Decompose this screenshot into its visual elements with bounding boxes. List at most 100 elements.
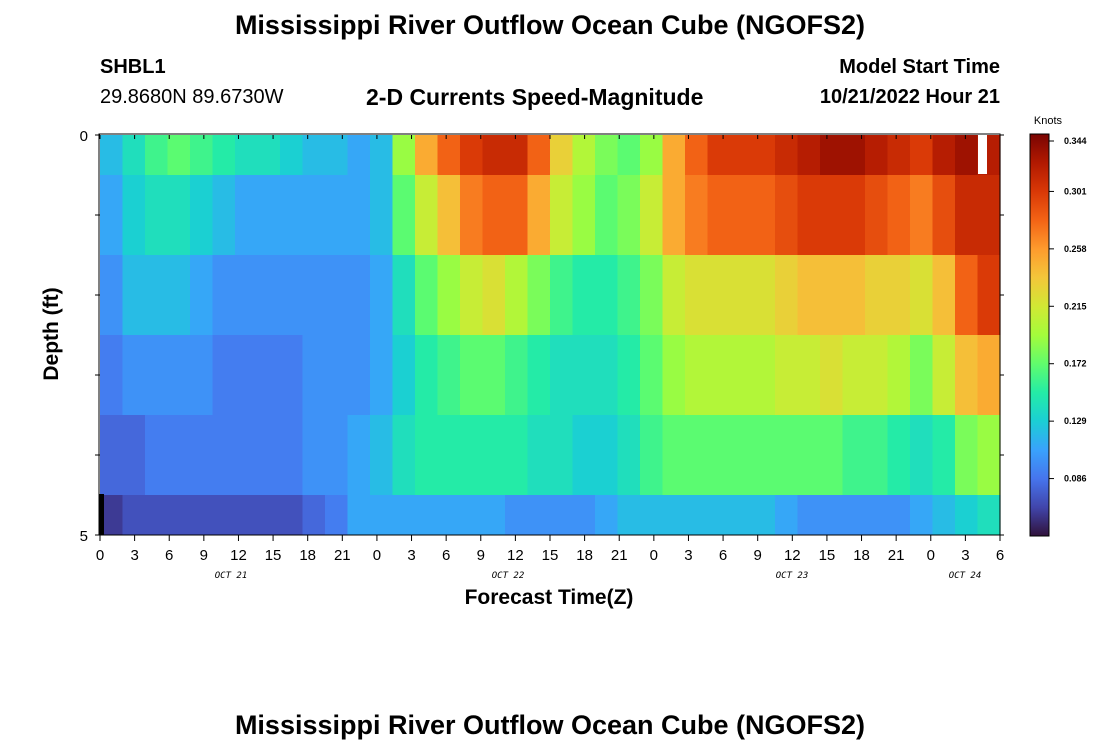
heatmap-cell [550,135,574,175]
heatmap-cell [910,335,934,415]
heatmap-cell [842,255,866,335]
heatmap-cell [280,135,304,175]
heatmap-cell [100,175,124,255]
heatmap-cell [122,175,146,255]
heatmap-cell [595,335,619,415]
heatmap-cell [122,135,146,175]
heatmap-cell [437,415,461,495]
heatmap-cell [460,135,484,175]
heatmap-cell [640,175,664,255]
heatmap-cell [212,415,236,495]
heatmap-cell [910,255,934,335]
heatmap-cell [482,495,506,535]
heatmap-cell [932,335,956,415]
heatmap-cell [235,415,259,495]
colorbar-tick-label: 0.129 [1064,416,1087,426]
heatmap-cell [235,335,259,415]
heatmap-cell [572,335,596,415]
heatmap-cell [370,335,394,415]
heatmap-cell [752,255,776,335]
heatmap-cell [932,415,956,495]
heatmap-cell [100,495,124,535]
colorbar [1029,133,1050,537]
heatmap-cell [662,335,686,415]
heatmap-cell [572,415,596,495]
heatmap-cell [617,335,641,415]
heatmap-cell [302,415,326,495]
heatmap-cell [865,255,889,335]
heatmap-cell [730,255,754,335]
heatmap-cell [415,135,439,175]
x-axis: 0 3 6 9 12 15 18 21 0 3 6 9 12 15 18 21 0 3 6 9 12 15 18 21 0 3 6 O… [96,135,1004,581]
heatmap-cell [190,495,214,535]
heatmap-cell [527,495,551,535]
x-tick-label: 9 [477,547,485,564]
heatmap-cell [662,255,686,335]
heatmap-cell [842,335,866,415]
heatmap-cell [370,415,394,495]
heatmap-cell [392,495,416,535]
heatmap-cell [212,495,236,535]
heatmap-cell [347,415,371,495]
heatmap-cell [820,175,844,255]
heatmap-cell [820,255,844,335]
heatmap-cell [505,175,529,255]
heatmap-cell [550,175,574,255]
colorbar-tick-label: 0.086 [1064,474,1087,484]
colorbar-tick-label: 0.344 [1064,136,1087,146]
heatmap-cell [797,495,821,535]
missing-data-marker [978,135,987,174]
heatmap-cell [842,495,866,535]
colorbar-ticks: 0.344 0.301 0.258 0.215 0.172 0.129 0.086 [1049,136,1087,484]
colorbar-tick-label: 0.172 [1064,359,1087,369]
model-start-label: Model Start Time [839,56,1000,78]
heatmap-cell [437,335,461,415]
heatmap-cell [190,135,214,175]
heatmap-cell [707,175,731,255]
y-axis: 05 [80,128,1004,545]
heatmap-cell [887,175,911,255]
heatmap-cell [505,255,529,335]
heatmap-cell [730,175,754,255]
heatmap-cell [145,495,169,535]
heatmap-cell [325,335,349,415]
heatmap-cell [910,175,934,255]
heatmap-cell [122,255,146,335]
heatmap-cell [932,175,956,255]
heatmap-cell [280,495,304,535]
x-tick-label: 0 [373,547,381,564]
heatmap-cell [865,495,889,535]
heatmap-cell [145,335,169,415]
heatmap-cell [842,175,866,255]
heatmap-cell [707,135,731,175]
heatmap-cell [370,175,394,255]
heatmap-cell [460,415,484,495]
heatmap-cell [280,415,304,495]
heatmap-cell [932,255,956,335]
month-label: OCT 21 [215,571,248,581]
heatmap-cell [595,255,619,335]
heatmap-cell [640,135,664,175]
heatmap-cell [820,495,844,535]
heatmap-cell [977,175,1001,255]
heatmap-cell [167,495,191,535]
x-tick-label: 21 [888,547,905,564]
heatmap-cell [235,175,259,255]
heatmap-cell [887,415,911,495]
heatmap-cell [550,415,574,495]
x-tick-label: 18 [576,547,593,564]
heatmap-cell [325,255,349,335]
heatmap-cell [167,335,191,415]
heatmap-cell [685,175,709,255]
heatmap-cell [955,495,979,535]
heatmap-cell [122,415,146,495]
heatmap-cell [955,335,979,415]
heatmap-cell [685,415,709,495]
heatmap-cell [572,135,596,175]
x-axis-label: Forecast Time(Z) [465,586,634,609]
heatmap-cell [797,255,821,335]
x-tick-label: 15 [542,547,559,564]
heatmap-cell [797,335,821,415]
heatmap-cell [640,255,664,335]
